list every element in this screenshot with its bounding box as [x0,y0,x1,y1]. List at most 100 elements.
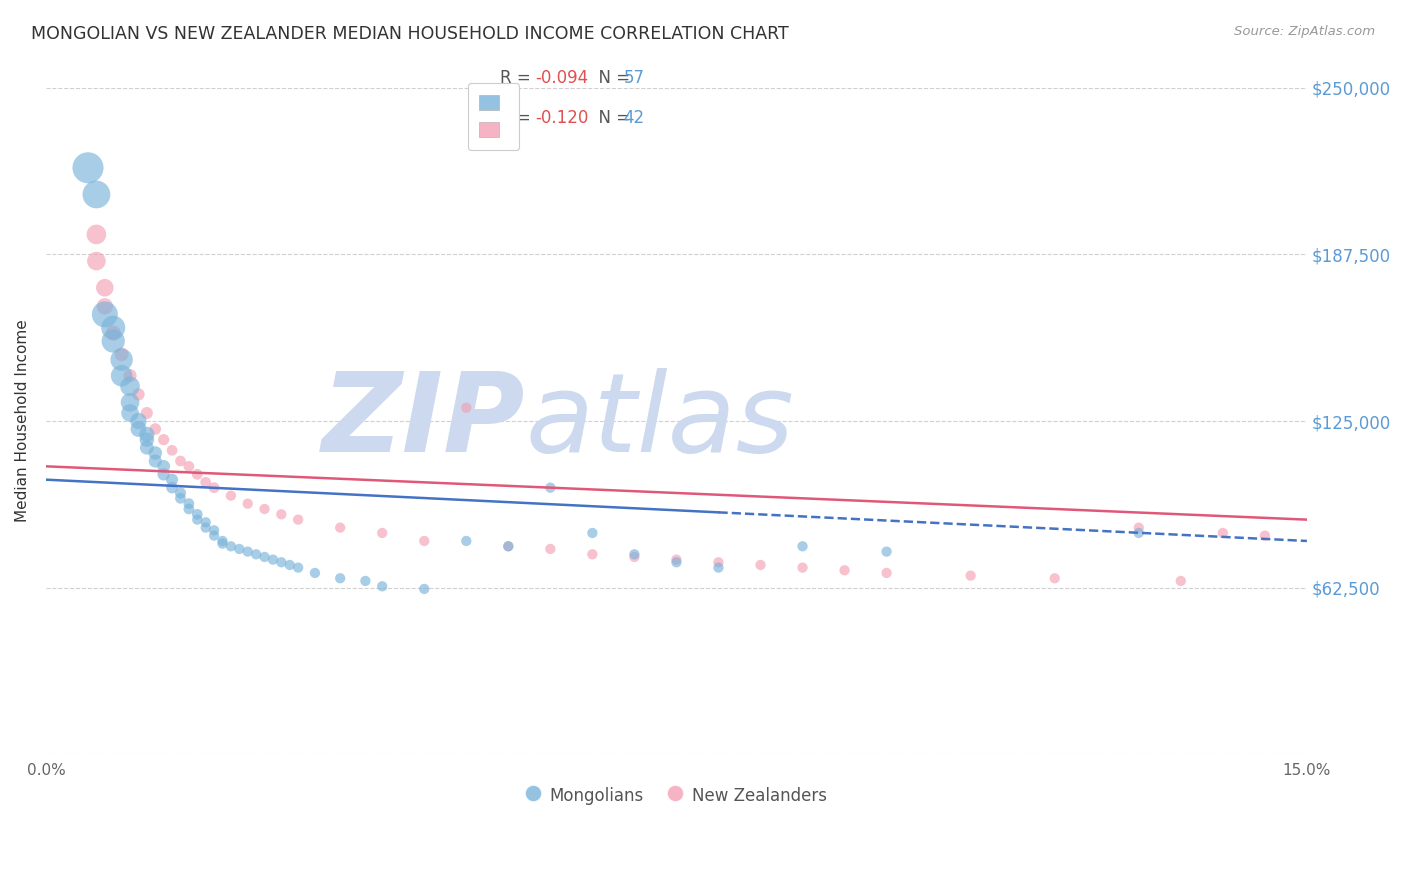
Point [111,352,134,367]
Point [211,536,233,550]
Point [253,549,276,564]
Point [287,513,309,527]
Point [498,539,520,553]
Point [1128,521,1150,535]
Point [169,454,191,468]
Point [127,387,149,401]
Point [245,547,267,561]
Point [1254,528,1277,542]
Point [111,368,134,383]
Point [329,521,352,535]
Point [202,528,225,542]
Point [118,379,141,393]
Point [749,558,772,572]
Point [94,281,117,295]
Point [194,521,217,535]
Point [186,508,208,522]
Text: atlas: atlas [524,368,794,475]
Point [1212,525,1234,540]
Point [186,467,208,482]
Point [177,497,200,511]
Point [103,326,125,340]
Point [143,446,166,460]
Point [135,441,157,455]
Point [236,544,259,558]
Point [186,513,208,527]
Point [194,516,217,530]
Text: R =: R = [501,109,536,127]
Point [143,454,166,468]
Point [94,299,117,313]
Point [219,489,242,503]
Text: R =: R = [501,69,536,87]
Point [86,254,108,268]
Point [665,555,688,569]
Point [118,368,141,383]
Point [876,544,898,558]
Point [94,307,117,321]
Point [538,541,561,556]
Point [103,334,125,348]
Point [160,473,183,487]
Point [77,161,100,175]
Point [219,539,242,553]
Point [177,502,200,516]
Point [834,563,856,577]
Point [118,395,141,409]
Text: 42: 42 [623,109,644,127]
Point [135,427,157,442]
Point [118,406,141,420]
Point [194,475,217,490]
Point [498,539,520,553]
Text: 57: 57 [623,69,644,87]
Point [262,552,284,566]
Text: MONGOLIAN VS NEW ZEALANDER MEDIAN HOUSEHOLD INCOME CORRELATION CHART: MONGOLIAN VS NEW ZEALANDER MEDIAN HOUSEH… [31,25,789,43]
Point [371,579,394,593]
Point [287,560,309,574]
Point [169,486,191,500]
Point [792,560,814,574]
Point [329,571,352,585]
Point [581,525,603,540]
Point [371,525,394,540]
Point [270,555,292,569]
Point [623,547,645,561]
Point [707,560,730,574]
Point [304,566,326,580]
Point [456,533,478,548]
Point [228,541,250,556]
Point [103,320,125,334]
Point [127,422,149,436]
Point [86,227,108,242]
Point [135,406,157,420]
Point [1128,525,1150,540]
Point [456,401,478,415]
Text: N =: N = [588,109,636,127]
Point [202,524,225,538]
Point [354,574,377,588]
Text: -0.094: -0.094 [536,69,588,87]
Point [211,533,233,548]
Point [152,467,174,482]
Point [623,549,645,564]
Point [959,568,981,582]
Point [152,433,174,447]
Point [169,491,191,506]
Legend: Mongolians, New Zealanders: Mongolians, New Zealanders [519,779,834,813]
Point [143,422,166,436]
Y-axis label: Median Household Income: Median Household Income [15,319,30,523]
Point [538,481,561,495]
Text: N =: N = [588,69,636,87]
Text: -0.120: -0.120 [536,109,589,127]
Point [86,187,108,202]
Point [202,481,225,495]
Text: ZIP: ZIP [322,368,524,475]
Point [1043,571,1066,585]
Point [111,347,134,361]
Point [270,508,292,522]
Point [792,539,814,553]
Point [152,459,174,474]
Point [876,566,898,580]
Point [1170,574,1192,588]
Point [581,547,603,561]
